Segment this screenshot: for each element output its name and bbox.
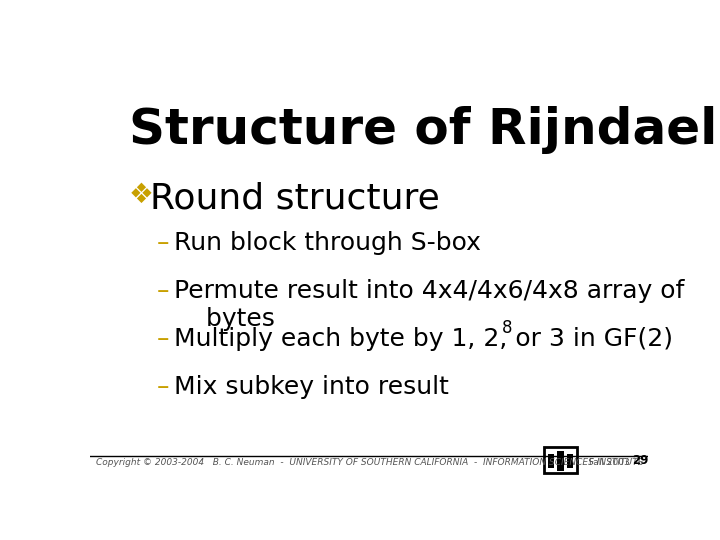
Bar bbox=[544, 447, 577, 473]
Text: Run block through S-box: Run block through S-box bbox=[174, 231, 480, 255]
Text: Mix subkey into result: Mix subkey into result bbox=[174, 375, 449, 399]
Text: 29: 29 bbox=[632, 454, 649, 467]
Bar bbox=[567, 454, 573, 468]
Text: ❖: ❖ bbox=[129, 181, 154, 209]
Text: Copyright © 2003-2004   B. C. Neuman  -  UNIVERSITY OF SOUTHERN CALIFORNIA  -  I: Copyright © 2003-2004 B. C. Neuman - UNI… bbox=[96, 458, 643, 467]
Text: Fall 2003: Fall 2003 bbox=[590, 458, 630, 467]
Text: –: – bbox=[157, 231, 169, 255]
Text: –: – bbox=[157, 327, 169, 351]
Bar bbox=[557, 451, 564, 471]
Text: Structure of Rijndael: Structure of Rijndael bbox=[129, 106, 717, 154]
Text: –: – bbox=[157, 279, 169, 303]
Bar bbox=[547, 454, 554, 468]
Text: –: – bbox=[157, 375, 169, 399]
Text: Multiply each byte by 1, 2, or 3 in GF(2): Multiply each byte by 1, 2, or 3 in GF(2… bbox=[174, 327, 672, 351]
Text: 8: 8 bbox=[502, 319, 513, 338]
Text: Permute result into 4x4/4x6/4x8 array of
    bytes: Permute result into 4x4/4x6/4x8 array of… bbox=[174, 279, 684, 330]
Text: Round structure: Round structure bbox=[150, 181, 440, 215]
